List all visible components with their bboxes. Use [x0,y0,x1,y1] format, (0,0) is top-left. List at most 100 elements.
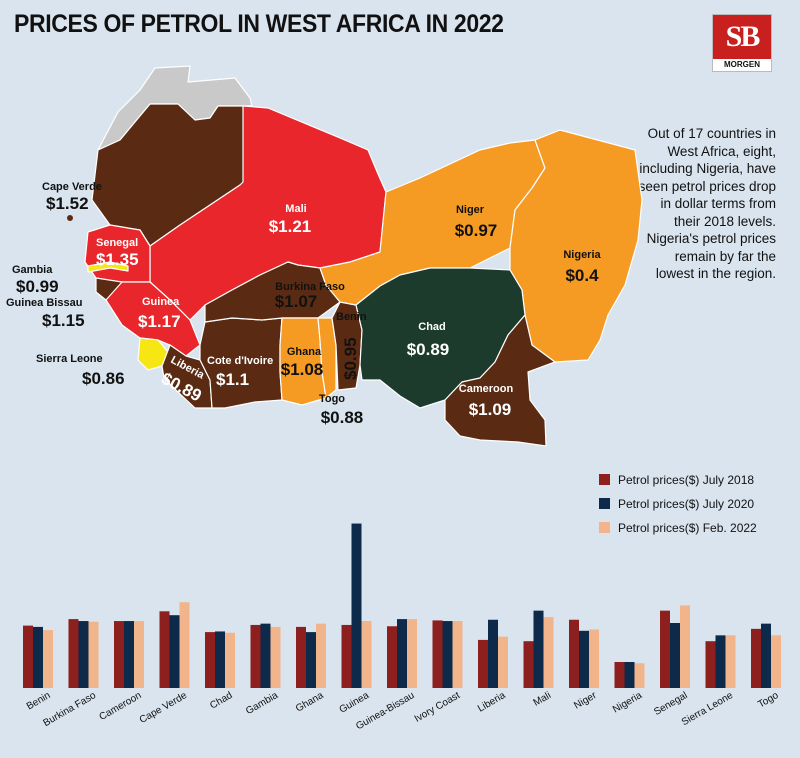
tick-togo: Togo [756,690,781,711]
bar-ivory-coast-s2 [452,621,463,688]
chart-legend: Petrol prices($) July 2018 Petrol prices(… [599,473,757,535]
bar-cape-verde-s1 [169,615,180,688]
bar-chad-s0 [205,632,215,688]
map-label-cape-verde: Cape Verde [42,181,102,193]
tick-nigeria: Nigeria [611,690,644,716]
logo-text: MORGEN [724,60,760,69]
map-price-cape-verde: $1.52 [46,194,89,213]
legend-label-1: Petrol prices($) July 2020 [618,497,754,511]
tick-ghana: Ghana [294,690,326,715]
bar-niger-s2 [589,629,599,688]
bar-niger-s0 [569,619,579,688]
map-label-ghana: Ghana [287,346,322,358]
tick-cape-verde: Cape Verde [138,690,190,726]
bar-nigeria-s1 [624,662,635,688]
legend-label-0: Petrol prices($) July 2018 [618,473,754,487]
map-region-gambia [87,261,129,273]
tick-gambia: Gambia [244,690,280,717]
bar-liberia-s1 [488,619,498,688]
bar-cameroon-s1 [124,621,134,688]
bar-burkina-faso-s0 [68,619,79,688]
bar-benin-s0 [23,625,33,688]
bar-chad-s1 [215,631,225,688]
map-price-burkina-faso: $1.07 [275,292,318,311]
map-price-nigeria: $0.4 [565,266,599,285]
map-region-niger [319,139,546,306]
bar-mali-s0 [523,641,534,688]
map-label-cameroon: Cameroon [459,383,514,395]
map-price-niger: $0.97 [455,221,498,240]
bar-sierra-leone-s2 [725,635,736,688]
bar-mali-s1 [533,610,544,688]
legend-label-2: Petrol prices($) Feb. 2022 [618,521,757,535]
tick-niger: Niger [572,690,599,712]
bar-togo-s2 [771,635,781,688]
map-price-guinea: $1.17 [138,312,181,331]
logo-mark: SB [713,15,771,59]
tick-mali: Mali [532,690,553,709]
bar-nigeria-s0 [614,662,625,688]
map-price-chad: $0.89 [407,340,450,359]
bar-mali-s2 [543,617,554,688]
bar-gambia-s0 [250,624,261,688]
bar-ivory-coast-s0 [432,620,443,688]
map-price-guinea-bissau: $1.15 [42,311,85,330]
tick-ivory-coast: Ivory Coast [413,690,462,725]
map-label-guinea: Guinea [142,296,180,308]
legend-swatch-1 [599,498,610,509]
map-price-ghana: $1.08 [281,360,324,379]
bar-guinea-bissau-s1 [397,619,407,688]
bar-benin-s1 [33,626,43,688]
summary-note: Out of 17 countries in West Africa, eigh… [638,126,776,281]
bar-guinea-bissau-s0 [387,626,397,688]
map-label-niger: Niger [456,204,485,216]
bar-sierra-leone-s1 [715,635,726,688]
bar-togo-s1 [761,623,771,688]
map-price-gambia: $0.99 [16,277,59,296]
bar-togo-s0 [751,628,761,688]
legend-swatch-0 [599,474,610,485]
west-africa-map [67,65,643,447]
bar-cameroon-s0 [114,621,124,688]
bar-chad-s2 [225,632,235,688]
bar-chart [23,523,781,688]
map-price-senegal: $1.35 [96,250,139,269]
bar-senegal-s2 [680,605,690,688]
bar-burkina-faso-s1 [78,621,89,688]
map-region-cape-verde [67,215,73,221]
bar-guinea-s1 [351,523,362,688]
tick-chad: Chad [208,690,234,711]
tick-sierra-leone: Sierra Leone [680,690,735,728]
bar-benin-s2 [43,630,53,688]
map-label-nigeria: Nigeria [563,249,601,261]
bar-gambia-s1 [260,623,271,688]
map-label-cote-d-ivoire: Cote d'Ivoire [207,355,273,367]
bar-liberia-s0 [478,639,488,688]
map-label-chad: Chad [418,321,446,333]
tick-liberia: Liberia [476,690,508,715]
map-region-cameroon [444,314,556,447]
bar-ghana-s0 [296,626,306,688]
bar-cape-verde-s0 [159,611,170,688]
bar-senegal-s1 [670,623,680,688]
map-price-cameroon: $1.09 [469,400,512,419]
bar-nigeria-s2 [634,663,645,688]
bar-gambia-s2 [270,626,281,688]
bar-guinea-bissau-s2 [407,619,417,688]
map-price-cote-d-ivoire: $1.1 [216,370,249,389]
map-label-mali: Mali [285,203,306,215]
bar-guinea-s0 [341,624,352,688]
page-title: PRICES OF PETROL IN WEST AFRICA IN 2022 [14,10,504,38]
tick-cameroon: Cameroon [98,690,144,723]
map-label-benin: Benin [336,311,367,323]
map-price-benin: $0.95 [341,337,360,380]
tick-guinea: Guinea [338,690,372,716]
map-label-togo: Togo [319,393,345,405]
bar-cameroon-s2 [134,621,144,688]
bar-sierra-leone-s0 [705,641,716,688]
map-price-sierra-leone: $0.86 [82,369,125,388]
bar-ivory-coast-s1 [442,621,453,688]
tick-benin: Benin [25,690,53,712]
